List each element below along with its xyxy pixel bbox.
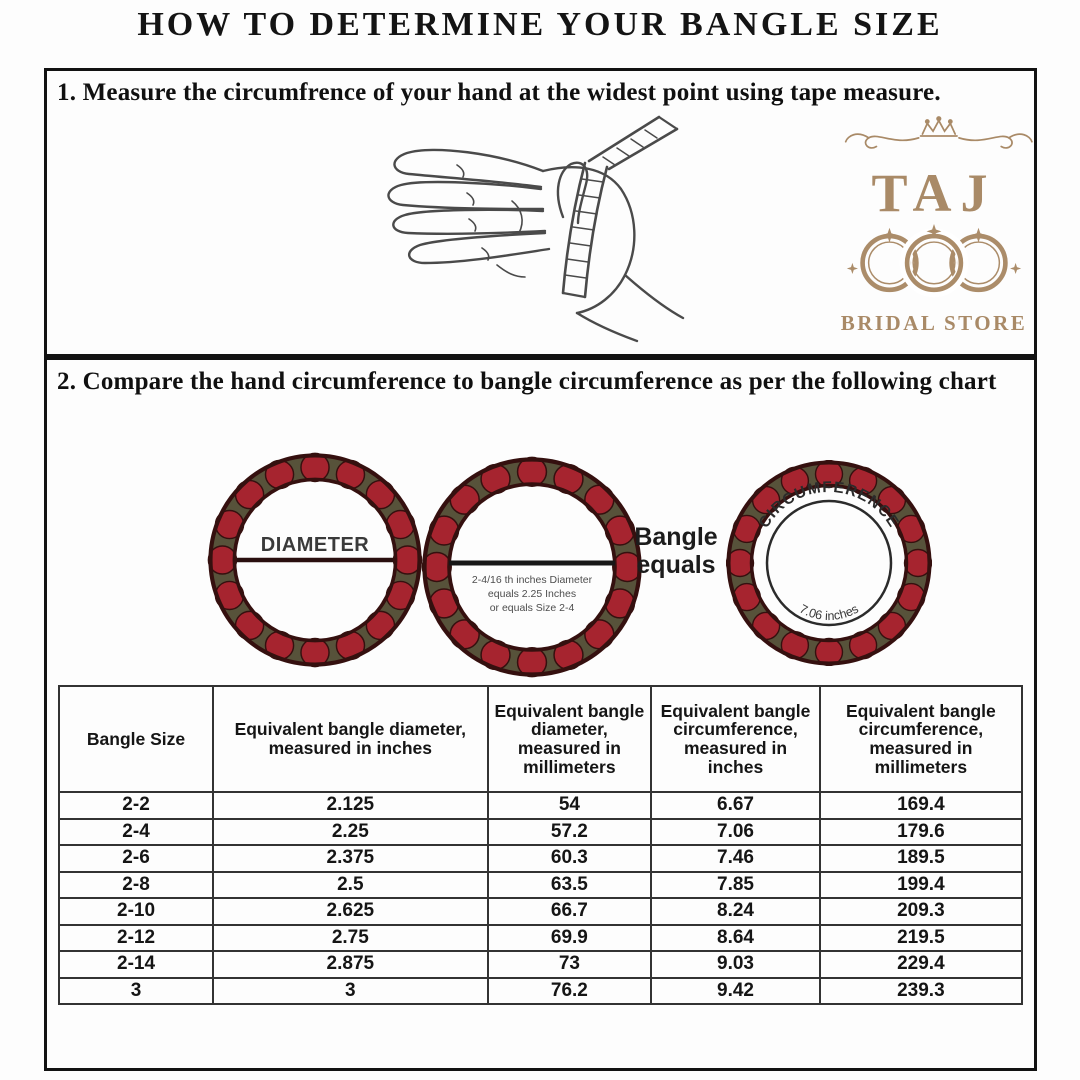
hand-tape-measure-illustration bbox=[387, 115, 685, 343]
table-cell: 54 bbox=[486, 791, 653, 820]
table-cell: 229.4 bbox=[818, 950, 1024, 979]
table-cell: 9.03 bbox=[650, 950, 821, 979]
step1-panel: 1. Measure the circumfrence of your hand… bbox=[44, 68, 1037, 357]
table-cell: 8.24 bbox=[650, 897, 821, 926]
table-row: 3 3 76.2 9.42 239.3 bbox=[57, 976, 1024, 1005]
table-row: 2-12 2.75 69.9 8.64 219.5 bbox=[57, 923, 1024, 952]
table-cell: 7.06 bbox=[650, 817, 821, 846]
table-cell: 239.3 bbox=[818, 976, 1024, 1005]
step2-panel: 2. Compare the hand circumference to ban… bbox=[44, 357, 1037, 1071]
table-cell: 199.4 bbox=[818, 870, 1024, 899]
table-cell: 2.375 bbox=[212, 844, 489, 873]
table-row: 2-14 2.875 73 9.03 229.4 bbox=[57, 950, 1024, 979]
table-cell: 2-6 bbox=[57, 844, 215, 873]
table-cell: 7.46 bbox=[650, 844, 821, 873]
header-diameter-inches: Equivalent bangle diameter, measured in … bbox=[212, 685, 489, 793]
table-row: 2-10 2.625 66.7 8.24 209.3 bbox=[57, 897, 1024, 926]
table-cell: 169.4 bbox=[818, 791, 1024, 820]
circumference-bangle-diagram: CIRCUMFERENCE 7.06 inches bbox=[726, 460, 932, 666]
table-cell: 2.25 bbox=[212, 817, 489, 846]
bangle-note-line2: equals 2.25 Inches bbox=[488, 588, 576, 600]
table-cell: 209.3 bbox=[818, 897, 1024, 926]
diameter-label: DIAMETER bbox=[261, 534, 370, 556]
table-cell: 2-2 bbox=[57, 791, 215, 820]
table-cell: 3 bbox=[57, 976, 215, 1005]
svg-text:7.06 inches: 7.06 inches bbox=[797, 602, 861, 623]
table-cell: 57.2 bbox=[486, 817, 653, 846]
size-table-header: Bangle Size Equivalent bangle diameter, … bbox=[57, 685, 1024, 793]
table-cell: 7.85 bbox=[650, 870, 821, 899]
table-cell: 66.7 bbox=[486, 897, 653, 926]
logo-flourish-ornament bbox=[844, 116, 1033, 149]
taj-bridal-store-logo: TAJ BRIDAL S bbox=[829, 111, 1039, 336]
table-cell: 2-10 bbox=[57, 897, 215, 926]
table-cell: 6.67 bbox=[650, 791, 821, 820]
sized-bangle-diagram: 2-4/16 th inches Diameter equals 2.25 In… bbox=[418, 453, 646, 681]
table-cell: 179.6 bbox=[818, 817, 1024, 846]
size-table-body: 2-2 2.125 54 6.67 169.4 2-4 2.25 57.2 7.06 179.6 2… bbox=[57, 791, 1024, 1005]
bangle-equals-line1: Bangle bbox=[634, 523, 718, 551]
table-cell: 60.3 bbox=[486, 844, 653, 873]
diameter-bangle-diagram: DIAMETER bbox=[205, 450, 425, 670]
header-circumference-mm: Equivalent bangle circumference, measure… bbox=[818, 685, 1024, 793]
table-cell: 9.42 bbox=[650, 976, 821, 1005]
bangle-size-table: Bangle Size Equivalent bangle diameter, … bbox=[57, 685, 1024, 1005]
logo-brand-text: TAJ bbox=[871, 163, 997, 223]
table-row: 2-2 2.125 54 6.67 169.4 bbox=[57, 791, 1024, 820]
table-cell: 189.5 bbox=[818, 844, 1024, 873]
table-row: 2-4 2.25 57.2 7.06 179.6 bbox=[57, 817, 1024, 846]
table-cell: 2.625 bbox=[212, 897, 489, 926]
table-row: 2-6 2.375 60.3 7.46 189.5 bbox=[57, 844, 1024, 873]
table-cell: 2.75 bbox=[212, 923, 489, 952]
table-cell: 2-4 bbox=[57, 817, 215, 846]
header-diameter-mm: Equivalent bangle diameter, measured in … bbox=[486, 685, 653, 793]
table-cell: 63.5 bbox=[486, 870, 653, 899]
step2-instruction: 2. Compare the hand circumference to ban… bbox=[57, 368, 997, 395]
table-cell: 2.5 bbox=[212, 870, 489, 899]
header-bangle-size: Bangle Size bbox=[57, 685, 215, 793]
table-cell: 2.875 bbox=[212, 950, 489, 979]
page-title: HOW TO DETERMINE YOUR BANGLE SIZE bbox=[137, 6, 943, 43]
table-cell: 8.64 bbox=[650, 923, 821, 952]
bangle-equals-line2: equals bbox=[636, 551, 716, 579]
step1-instruction: 1. Measure the circumfrence of your hand… bbox=[57, 79, 941, 106]
bangle-note-line1: 2-4/16 th inches Diameter bbox=[472, 574, 593, 586]
circumference-value: 7.06 inches bbox=[797, 602, 861, 623]
bangle-note-line3: or equals Size 2-4 bbox=[490, 602, 575, 614]
table-cell: 219.5 bbox=[818, 923, 1024, 952]
bangle-equals-label: Bangle equals bbox=[621, 523, 731, 579]
table-cell: 73 bbox=[486, 950, 653, 979]
three-bangles-icon bbox=[846, 223, 1022, 298]
table-cell: 3 bbox=[212, 976, 489, 1005]
table-cell: 2-14 bbox=[57, 950, 215, 979]
header-circumference-inches: Equivalent bangle circumference, measure… bbox=[650, 685, 821, 793]
table-cell: 76.2 bbox=[486, 976, 653, 1005]
table-row: 2-8 2.5 63.5 7.85 199.4 bbox=[57, 870, 1024, 899]
table-cell: 2-12 bbox=[57, 923, 215, 952]
table-cell: 2.125 bbox=[212, 791, 489, 820]
logo-subtitle-text: BRIDAL STORE bbox=[840, 311, 1028, 335]
table-cell: 69.9 bbox=[486, 923, 653, 952]
table-cell: 2-8 bbox=[57, 870, 215, 899]
